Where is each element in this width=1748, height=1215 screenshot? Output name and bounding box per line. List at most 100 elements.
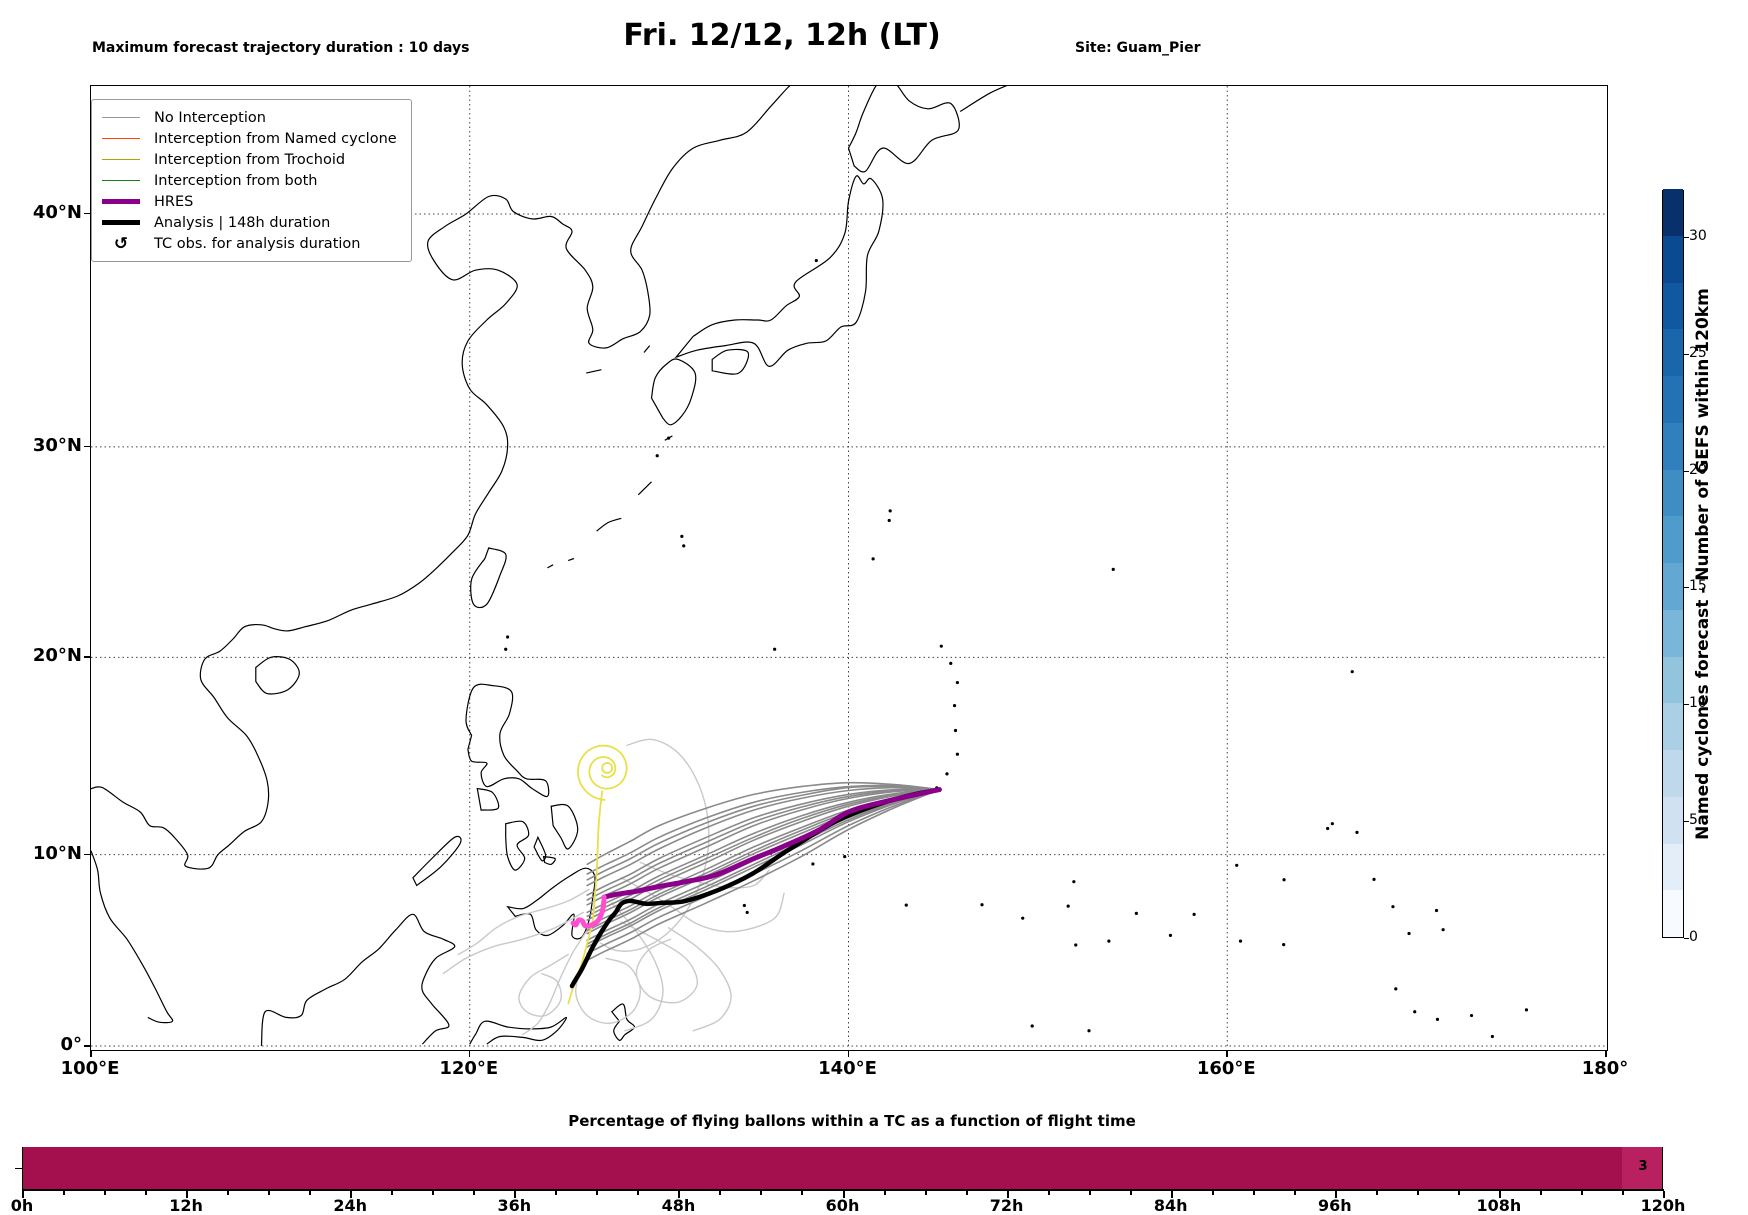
trochoid-spiral [577, 744, 628, 801]
coastline [91, 86, 791, 870]
island-dot [1441, 928, 1445, 932]
y-tick-mark [84, 656, 90, 658]
colorbar-tick-label: 25 [1689, 344, 1707, 361]
coastline [476, 787, 500, 811]
bb-minor-tick [1047, 1191, 1050, 1195]
coastline [847, 86, 960, 173]
hres-track [601, 787, 942, 900]
colorbar-segment [1663, 609, 1683, 657]
x-tick-label: 120°E [439, 1058, 499, 1079]
bb-minor-tick [104, 1191, 107, 1195]
island-dot [773, 647, 777, 651]
legend-label: HRES [154, 193, 194, 210]
coastline [637, 481, 652, 496]
colorbar-segment [1663, 235, 1683, 283]
island-dot [1435, 1017, 1440, 1021]
island-dot [1021, 916, 1025, 920]
drifting-trajectory [599, 738, 710, 952]
bb-minor-tick [801, 1191, 804, 1195]
island-dot [745, 910, 749, 915]
coastline [465, 683, 550, 798]
x-tick-mark [468, 1051, 471, 1057]
tc-obs-icon: ↺ [102, 235, 140, 252]
island-dot [953, 728, 958, 733]
colorbar-segment [1663, 189, 1683, 236]
bb-minor-tick [596, 1191, 599, 1195]
legend-label: Interception from Trochoid [154, 151, 346, 168]
coastline [506, 867, 596, 940]
ensemble-trajectory [586, 785, 941, 881]
coastline [674, 175, 884, 367]
drifting-trajectory [457, 888, 590, 956]
island-dot [1238, 939, 1243, 943]
colorbar-tick-label: 5 [1689, 812, 1698, 829]
island-dot [1107, 939, 1111, 943]
island-dot [1394, 987, 1398, 991]
bb-tick-label: 48h [661, 1196, 696, 1215]
drifting-trajectory [522, 921, 594, 1036]
x-tick-label: 100°E [60, 1058, 120, 1079]
legend-label: No Interception [154, 109, 266, 126]
balloon-bar-title: Percentage of flying ballons within a TC… [568, 1112, 1136, 1130]
island-dot [955, 680, 959, 685]
island-dot [949, 661, 953, 666]
bb-major-tick [1170, 1191, 1173, 1198]
colorbar-tick-mark [1684, 704, 1689, 706]
bb-minor-tick [145, 1191, 148, 1195]
coastline [711, 348, 750, 375]
coastline [610, 1003, 636, 1041]
y-tick-mark [84, 445, 90, 448]
legend-item: Interception from both [102, 170, 397, 191]
legend-item: Analysis | 148h duration [102, 212, 397, 233]
x-tick-label: 160°E [1196, 1058, 1256, 1079]
island-dot [504, 647, 508, 651]
bb-major-tick [514, 1191, 517, 1198]
legend-item: No Interception [102, 107, 397, 128]
y-tick-label: 10°N [32, 842, 82, 864]
island-dot [1407, 931, 1411, 936]
island-dot [871, 557, 875, 561]
bb-major-tick [1663, 1191, 1665, 1198]
colorbar-segment [1663, 656, 1683, 704]
y-tick-mark [84, 853, 90, 856]
y-tick-label: 0° [60, 1034, 82, 1055]
site-text: Site: Guam_Pier [1075, 40, 1201, 56]
colorbar-segment [1663, 376, 1683, 423]
bb-tick-label: 60h [825, 1196, 860, 1215]
bb-minor-tick [1621, 1191, 1624, 1195]
bb-tick-label: 24h [333, 1196, 368, 1215]
legend-item: Interception from Named cyclone [102, 128, 397, 149]
trochoid-spiral-center [601, 762, 614, 774]
island-dot [939, 644, 943, 648]
island-dot [1355, 830, 1359, 835]
drifting-trajectory [518, 953, 569, 1017]
island-dot [1168, 933, 1173, 938]
analysis-track [569, 787, 942, 989]
island-dot [955, 752, 959, 756]
bb-tick-label: 108h [1476, 1196, 1522, 1215]
bb-major-tick [22, 1191, 24, 1198]
island-dot [680, 534, 684, 538]
coastline [596, 517, 622, 532]
bb-minor-tick [965, 1191, 968, 1195]
legend-line [102, 199, 140, 204]
balloon-bar-segment [1621, 1147, 1663, 1190]
coastline [91, 850, 174, 1024]
colorbar-tick-label: 10 [1689, 695, 1707, 712]
ensemble-trajectory [586, 788, 941, 928]
legend-line-swatch [102, 138, 140, 139]
colorbar-tick-mark [1684, 470, 1689, 472]
bb-tick-label: 84h [1153, 1196, 1188, 1215]
ensemble-trajectory [586, 788, 941, 962]
balloon-bar-right-edge [1662, 1147, 1663, 1190]
island-dot [1326, 826, 1330, 831]
trajectory-map [91, 86, 1606, 1049]
island-dot [655, 454, 659, 458]
trochoid-track [567, 790, 604, 1005]
colorbar-tick-label: 30 [1689, 227, 1707, 244]
max-duration-text: Maximum forecast trajectory duration : 1… [92, 40, 470, 56]
ensemble-trajectory [586, 788, 941, 896]
bb-major-tick [842, 1191, 845, 1198]
colorbar-tick-mark [1684, 353, 1689, 355]
island-dot [1350, 670, 1354, 674]
